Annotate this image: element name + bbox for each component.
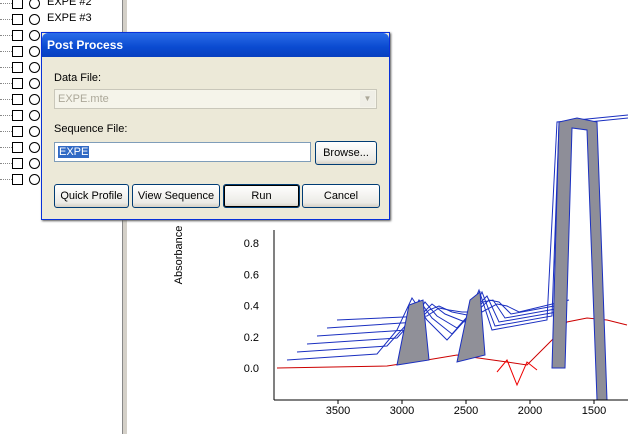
tree-line	[0, 99, 12, 100]
y-tick-label: 0.2	[244, 332, 259, 344]
tree-row	[0, 125, 122, 139]
checkbox[interactable]	[12, 110, 23, 121]
tree-row	[0, 157, 122, 171]
radio[interactable]	[29, 174, 40, 185]
radio[interactable]	[29, 46, 40, 57]
checkbox[interactable]	[12, 142, 23, 153]
y-tick-label: 0.6	[244, 269, 259, 281]
tree-row	[0, 29, 122, 43]
x-tick-label: 1500	[582, 405, 606, 417]
y-tick-label: 0.0	[244, 363, 259, 375]
checkbox[interactable]	[12, 14, 23, 25]
checkbox[interactable]	[12, 94, 23, 105]
radio[interactable]	[29, 62, 40, 73]
tree-label: EXPE #3	[47, 12, 92, 24]
checkbox[interactable]	[12, 174, 23, 185]
radio[interactable]	[29, 78, 40, 89]
radio[interactable]	[29, 158, 40, 169]
radio[interactable]	[29, 126, 40, 137]
tree-line	[0, 51, 12, 52]
tree-row	[0, 45, 122, 59]
dialog-button[interactable]: Cancel	[302, 184, 380, 208]
radio[interactable]	[29, 30, 40, 41]
tree-line	[0, 163, 12, 164]
tree-label: EXPE #2	[47, 0, 92, 8]
data-file-value: EXPE.mte	[58, 93, 109, 105]
checkbox[interactable]	[12, 0, 23, 9]
tree-row	[0, 77, 122, 91]
tree-row	[0, 141, 122, 155]
checkbox[interactable]	[12, 46, 23, 57]
waterfall	[276, 114, 628, 401]
tree-row	[0, 61, 122, 75]
tree-row	[0, 93, 122, 107]
tree-row	[0, 109, 122, 123]
x-tick-label: 2000	[518, 405, 542, 417]
tree-line	[0, 19, 12, 20]
tree-line	[0, 83, 12, 84]
sequence-file-label: Sequence File:	[54, 123, 128, 135]
x-tick-label: 3500	[326, 405, 350, 417]
tree-line	[0, 147, 12, 148]
dialog-button[interactable]: View Sequence	[132, 184, 220, 208]
tree-row: EXPE #2	[0, 0, 122, 11]
x-tick-label: 3000	[390, 405, 414, 417]
checkbox[interactable]	[12, 78, 23, 89]
checkbox[interactable]	[12, 30, 23, 41]
radio[interactable]	[29, 142, 40, 153]
tree-line	[0, 115, 12, 116]
sequence-file-input[interactable]: EXPE	[54, 142, 311, 162]
dialog-button[interactable]: Quick Profile	[54, 184, 129, 208]
radio[interactable]	[29, 0, 40, 9]
combo-arrow[interactable]: ▼	[360, 91, 375, 107]
sequence-file-value: EXPE	[58, 146, 90, 158]
y-axis-label: Absorbance	[173, 226, 185, 285]
plot: Absorbance 0.8 0.6 0.4 0.2 0.0 3500 3000 2500 20…	[173, 114, 628, 417]
tree-row	[0, 173, 122, 187]
browse-button[interactable]: Browse...	[315, 141, 377, 165]
checkbox[interactable]	[12, 62, 23, 73]
tree-line	[0, 131, 12, 132]
radio[interactable]	[29, 110, 40, 121]
y-tick-label: 0.4	[244, 301, 259, 313]
tree-panel: EXPE #2 EXPE #3	[0, 0, 122, 434]
tree-line	[0, 3, 12, 4]
dialog-button[interactable]: Run	[223, 184, 300, 208]
tree-line	[0, 35, 12, 36]
x-tick-label: 2500	[454, 405, 478, 417]
tree-line	[0, 67, 12, 68]
y-tick-label: 0.8	[244, 238, 259, 250]
checkbox[interactable]	[12, 158, 23, 169]
data-file-combo[interactable]: EXPE.mte ▼	[54, 89, 377, 109]
data-file-label: Data File:	[54, 72, 102, 84]
post-process-dialog: Post Process Data File: EXPE.mte ▼ Seque…	[41, 32, 390, 220]
tree-line	[0, 179, 12, 180]
radio[interactable]	[29, 14, 40, 25]
radio[interactable]	[29, 94, 40, 105]
checkbox[interactable]	[12, 126, 23, 137]
dialog-title: Post Process	[42, 33, 389, 57]
tree-row: EXPE #3	[0, 12, 122, 27]
